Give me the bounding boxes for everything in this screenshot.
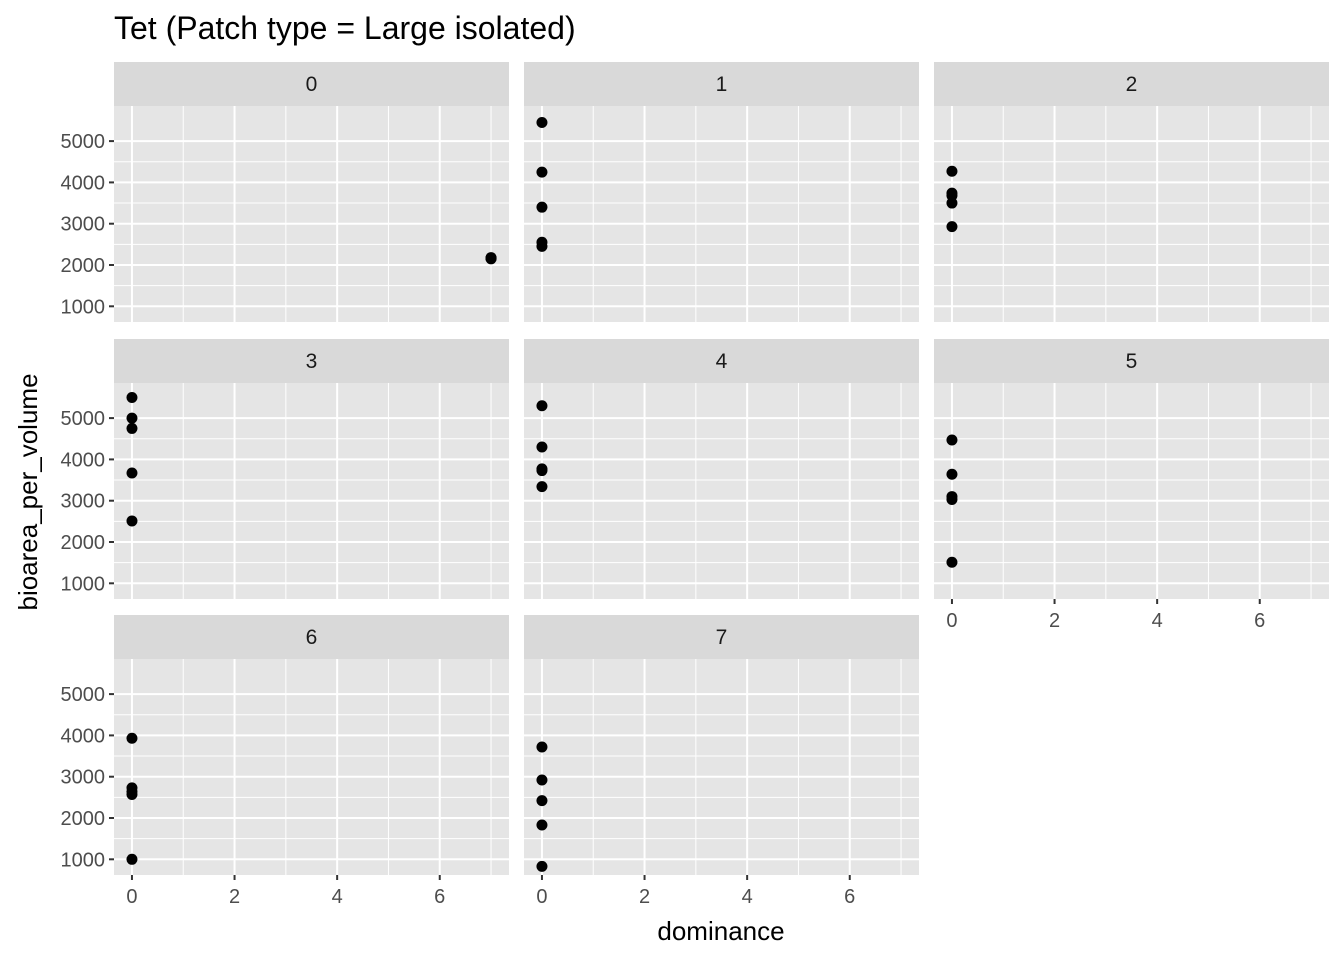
data-point	[946, 197, 958, 209]
data-point	[485, 252, 497, 264]
y-tick-label: 3000	[61, 491, 106, 513]
facet-strip-label: 5	[1126, 350, 1138, 373]
panel-background	[114, 659, 509, 875]
data-point	[536, 860, 548, 872]
x-tick-label: 4	[1152, 610, 1163, 632]
data-point	[126, 853, 138, 865]
facet-strip-label: 1	[716, 73, 728, 96]
data-point	[536, 441, 548, 453]
y-tick-label: 3000	[61, 767, 106, 789]
y-tick-label: 4000	[61, 449, 106, 471]
facet-strip-label: 2	[1126, 73, 1138, 96]
facet-panel-6: 6 1000 2000 3000 4000 5000 0 2 4 6	[61, 615, 509, 908]
data-point	[536, 741, 548, 753]
y-tick-label: 5000	[61, 131, 106, 153]
chart-title: Tet (Patch type = Large isolated)	[114, 10, 576, 46]
y-tick-label: 3000	[61, 214, 106, 236]
facet-strip	[114, 339, 509, 383]
x-tick-label: 6	[1254, 610, 1265, 632]
panel-background	[524, 659, 919, 875]
x-tick-label: 2	[1049, 610, 1060, 632]
facet-strip	[114, 62, 509, 106]
facet-strip-label: 0	[306, 73, 318, 96]
data-point	[536, 819, 548, 831]
facet-strip	[524, 615, 919, 659]
data-point	[536, 117, 548, 129]
facet-panel-4: 4	[524, 339, 919, 599]
data-point	[946, 493, 958, 505]
panel-background	[114, 383, 509, 599]
y-tick-label: 2000	[61, 532, 106, 554]
y-tick-label: 5000	[61, 684, 106, 706]
data-point	[536, 240, 548, 252]
data-point	[946, 165, 958, 177]
y-axis-title: bioarea_per_volume	[13, 373, 43, 610]
facet-strip	[934, 339, 1329, 383]
y-tick-label: 1000	[61, 573, 106, 595]
data-point	[536, 465, 548, 477]
panel-background	[524, 106, 919, 322]
facet-panel-7: 7 0 2 4 6	[524, 615, 919, 908]
y-tick-label: 1000	[61, 849, 106, 871]
y-tick-label: 1000	[61, 296, 106, 318]
data-point	[126, 412, 138, 424]
x-tick-label: 2	[229, 886, 240, 908]
x-tick-label: 6	[844, 886, 855, 908]
data-point	[946, 434, 958, 446]
data-point	[126, 391, 138, 403]
data-point	[126, 732, 138, 744]
data-point	[126, 788, 138, 800]
data-point	[536, 201, 548, 213]
data-point	[536, 774, 548, 786]
x-tick-label: 4	[332, 886, 343, 908]
facet-panel-5: 5 0 2 4 6	[934, 339, 1329, 632]
data-point	[126, 467, 138, 479]
panel-background	[524, 383, 919, 599]
x-axis-title: dominance	[657, 916, 784, 946]
data-point	[536, 795, 548, 807]
facet-strip	[524, 62, 919, 106]
x-tick-label: 2	[639, 886, 650, 908]
x-tick-label: 0	[536, 886, 547, 908]
y-tick-label: 5000	[61, 408, 106, 430]
facet-strip-label: 4	[716, 350, 728, 373]
facet-panel-0: 0 1000 2000 3000 4000 5000	[61, 62, 509, 322]
y-tick-label: 2000	[61, 808, 106, 830]
data-point	[946, 221, 958, 233]
data-point	[946, 556, 958, 568]
x-tick-label: 0	[126, 886, 137, 908]
y-tick-label: 4000	[61, 725, 106, 747]
data-point	[536, 400, 548, 412]
y-tick-label: 4000	[61, 172, 106, 194]
data-point	[536, 481, 548, 493]
facet-panel-2: 2	[934, 62, 1329, 322]
facet-strip-label: 6	[306, 626, 318, 649]
x-tick-label: 0	[946, 610, 957, 632]
facet-strip-label: 7	[716, 626, 728, 649]
facet-strip-label: 3	[306, 350, 318, 373]
panel-background	[114, 106, 509, 322]
data-point	[126, 515, 138, 527]
data-point	[946, 468, 958, 480]
facet-panel-3: 3 1000 2000 3000 4000 5000	[61, 339, 509, 599]
x-tick-label: 4	[742, 886, 753, 908]
facet-strip	[934, 62, 1329, 106]
data-point	[536, 166, 548, 178]
data-point	[126, 422, 138, 434]
y-tick-label: 2000	[61, 255, 106, 277]
panel-background	[934, 106, 1329, 322]
facet-strip	[524, 339, 919, 383]
facet-panel-1: 1	[524, 62, 919, 322]
panel-background	[934, 383, 1329, 599]
facet-strip	[114, 615, 509, 659]
x-tick-label: 6	[434, 886, 445, 908]
